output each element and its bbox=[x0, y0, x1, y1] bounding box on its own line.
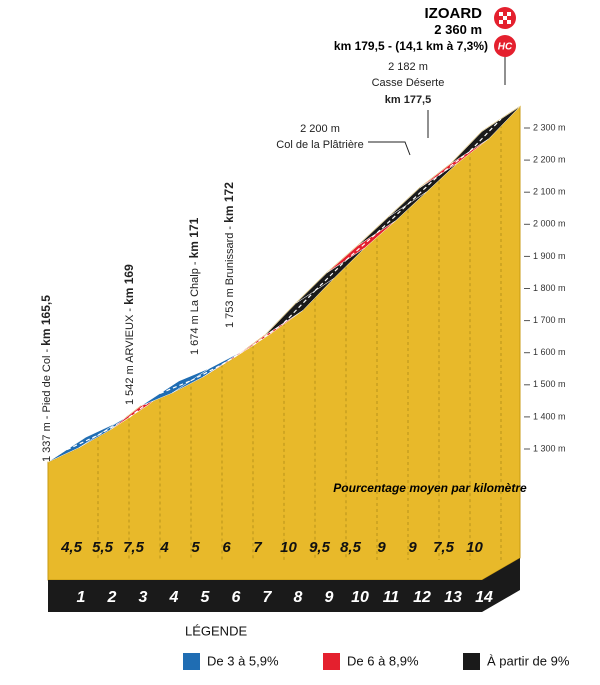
center-line bbox=[190, 364, 223, 382]
y-tick-label: 1 600 m bbox=[533, 347, 566, 357]
summit-altitude: 2 360 m bbox=[434, 22, 482, 37]
hc-badge bbox=[494, 35, 516, 57]
gradient-label: 7,5 bbox=[123, 539, 145, 556]
km-label: 12 bbox=[413, 589, 431, 606]
hc-label: HC bbox=[498, 42, 513, 53]
y-tick-label: 2 200 m bbox=[533, 154, 566, 164]
y-tick-label: 1 300 m bbox=[533, 443, 566, 453]
subtitle: Pourcentage moyen par kilomètre bbox=[333, 481, 527, 495]
legend-swatch bbox=[463, 653, 480, 670]
km-label: 1 bbox=[77, 589, 86, 606]
gradient-label: 7,5 bbox=[433, 539, 455, 556]
annotation: 1 674 m La Chalp - km 171 bbox=[187, 217, 201, 355]
gradient-label: 10 bbox=[280, 539, 297, 556]
km-label: 5 bbox=[201, 589, 211, 606]
annotation: 1 542 m ARVIEUX - km 169 bbox=[122, 264, 136, 405]
center-line bbox=[314, 259, 347, 292]
legend-swatch bbox=[183, 653, 200, 670]
leader-line bbox=[368, 141, 411, 156]
annotation: 1 753 m Brunissard - km 172 bbox=[222, 182, 236, 328]
chart-title: IZOARD bbox=[425, 5, 483, 22]
summit-info: km 179,5 - (14,1 km à 7,3%) bbox=[334, 39, 488, 53]
gradient-label: 5 bbox=[191, 539, 200, 556]
y-tick-label: 1 800 m bbox=[533, 283, 566, 293]
annotation-text: 1 753 m Brunissard - bbox=[224, 226, 236, 328]
gradient-label: 8,5 bbox=[340, 539, 362, 556]
y-tick-label: 2 300 m bbox=[533, 122, 566, 132]
legend-label: De 6 à 8,9% bbox=[347, 653, 419, 668]
profile: 1 300 m 1 400 m 1 500 m 1 600 m 1 700 m 1 800… bbox=[47, 105, 566, 612]
gradient-label: 9,5 bbox=[309, 539, 331, 556]
legend: De 3 à 5,9% De 6 à 8,9% À partir de 9% bbox=[183, 653, 570, 670]
km-label: 10 bbox=[351, 589, 369, 606]
gradient-label: 10 bbox=[466, 539, 483, 556]
annotation: Col de la Plâtrière bbox=[276, 139, 363, 151]
center-line bbox=[252, 322, 285, 346]
annotation-km: km 165,5 bbox=[39, 295, 53, 346]
annotation: km 177,5 bbox=[385, 94, 431, 106]
annotation: 2 200 m bbox=[300, 123, 340, 135]
km-label: 7 bbox=[263, 589, 273, 606]
gradient-label: 5,5 bbox=[92, 539, 114, 556]
annotation-text: 1 542 m ARVIEUX - bbox=[124, 308, 136, 405]
legend-swatch bbox=[323, 653, 340, 670]
y-tick-label: 1 900 m bbox=[533, 251, 566, 261]
gradient-label: 9 bbox=[377, 539, 386, 556]
center-line bbox=[159, 380, 192, 395]
gradient-label: 6 bbox=[222, 539, 231, 556]
annotation-km: km 171 bbox=[187, 217, 201, 258]
km-label: 13 bbox=[444, 589, 462, 606]
km-label: 9 bbox=[325, 589, 334, 606]
center-line bbox=[66, 434, 99, 451]
gradient-label: 9 bbox=[408, 539, 417, 556]
legend-title: LÉGENDE bbox=[185, 623, 247, 638]
checker bbox=[499, 12, 511, 24]
annotation: 1 337 m - Pied de Col - km 165,5 bbox=[39, 295, 53, 462]
gradient-label: 4 bbox=[159, 539, 169, 556]
center-line bbox=[469, 118, 502, 152]
km-label: 11 bbox=[383, 589, 400, 606]
legend-label: De 3 à 5,9% bbox=[207, 653, 279, 668]
km-strip bbox=[48, 558, 520, 612]
annotation: Casse Déserte bbox=[372, 77, 445, 89]
km-label: 3 bbox=[139, 589, 148, 606]
annotation: 2 182 m bbox=[388, 61, 428, 73]
km-label: 4 bbox=[169, 589, 179, 606]
km-label: 6 bbox=[232, 589, 241, 606]
legend-label: À partir de 9% bbox=[487, 653, 570, 668]
km-label: 14 bbox=[475, 589, 493, 606]
km-label: 8 bbox=[294, 589, 303, 606]
y-tick-label: 1 400 m bbox=[533, 411, 566, 421]
center-line bbox=[283, 290, 316, 324]
y-tick-label: 1 500 m bbox=[533, 379, 566, 389]
annotation-text: 1 674 m La Chalp - bbox=[189, 261, 201, 355]
gradient-label: 7 bbox=[253, 539, 262, 556]
y-tick-label: 2 100 m bbox=[533, 187, 566, 197]
y-tick-label: 2 000 m bbox=[533, 219, 566, 229]
y-tick-label: 1 700 m bbox=[533, 315, 566, 325]
annotation-km: km 172 bbox=[222, 182, 236, 223]
center-line bbox=[376, 203, 409, 234]
annotation-text: 1 337 m - Pied de Col - bbox=[41, 349, 53, 462]
km-label: 2 bbox=[107, 589, 117, 606]
center-line bbox=[407, 174, 440, 205]
gradient-label: 4,5 bbox=[60, 539, 83, 556]
annotation-km: km 169 bbox=[122, 264, 136, 305]
